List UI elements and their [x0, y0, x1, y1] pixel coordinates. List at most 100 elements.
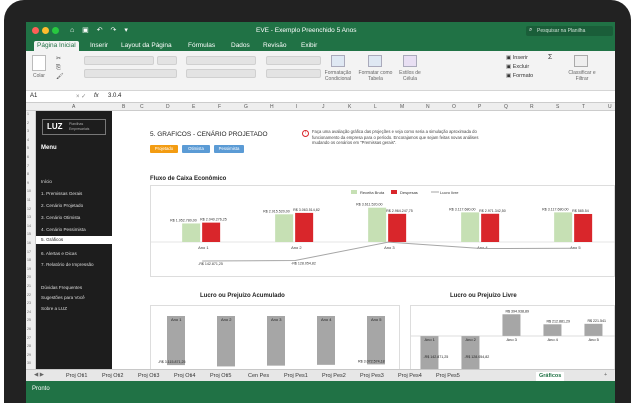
clipboard-icons[interactable]: ✂ ⎘ 🖌: [56, 56, 64, 80]
column-header[interactable]: M: [400, 104, 405, 110]
row-header[interactable]: 7: [27, 163, 29, 168]
row-header[interactable]: 17: [27, 249, 31, 254]
paste-icon[interactable]: [32, 55, 46, 71]
row-header[interactable]: 27: [27, 335, 31, 340]
nav-item-2[interactable]: 2. Cenário Projetado: [41, 203, 84, 208]
cell-reference[interactable]: A1: [30, 93, 38, 99]
column-header[interactable]: E: [192, 104, 196, 110]
column-header[interactable]: I: [296, 104, 298, 110]
row-header[interactable]: 25: [27, 318, 31, 323]
column-header[interactable]: T: [582, 104, 586, 110]
row-header[interactable]: 13: [27, 215, 31, 220]
column-header[interactable]: D: [166, 104, 170, 110]
row-header[interactable]: 16: [27, 241, 31, 245]
row-header[interactable]: 4: [27, 137, 29, 142]
sheet-tab[interactable]: Proj Pes3: [360, 373, 384, 379]
sheet-tab[interactable]: Proj Pes4: [398, 373, 422, 379]
row-header[interactable]: 23: [27, 301, 31, 306]
row-header[interactable]: 18: [27, 258, 31, 263]
tab-formulas[interactable]: Fórmulas: [188, 42, 216, 49]
quick-access-icons[interactable]: ⌂ ▣ ↶ ↷ ▾: [70, 27, 131, 34]
sort-filter-icon[interactable]: [574, 55, 588, 67]
scenario-otimista-button[interactable]: Otimista: [182, 145, 210, 153]
tab-inserir[interactable]: Inserir: [90, 42, 109, 49]
tab-exibir[interactable]: Exibir: [301, 42, 318, 49]
row-header[interactable]: 20: [27, 275, 31, 280]
column-header[interactable]: K: [348, 104, 352, 110]
column-header[interactable]: O: [452, 104, 456, 110]
insert-cells-button[interactable]: ▣ Inserir: [506, 55, 529, 61]
row-header[interactable]: 12: [27, 206, 31, 211]
conditional-format-icon[interactable]: [331, 55, 345, 67]
format-cells-button[interactable]: ▣ Formato: [506, 73, 534, 79]
column-header[interactable]: G: [244, 104, 248, 110]
nav-item-5[interactable]: 5. Gráficos: [36, 236, 112, 244]
column-header[interactable]: H: [270, 104, 274, 110]
row-header[interactable]: 5: [27, 146, 29, 151]
scenario-pessimista-button[interactable]: Pessimista: [214, 145, 244, 153]
nav-item-7[interactable]: 7. Relatório de Impressão: [41, 262, 94, 267]
row-header[interactable]: 29: [27, 352, 31, 357]
sheet-tab[interactable]: Proj Oti3: [138, 373, 160, 379]
nav-item-6[interactable]: 6. Alertas e Dicas: [41, 251, 77, 256]
tab-dados[interactable]: Dados: [231, 42, 250, 49]
table-format-icon[interactable]: [368, 55, 382, 67]
column-header[interactable]: A: [72, 104, 76, 110]
nav-item-4[interactable]: 4. Cenário Pessimista: [41, 227, 86, 232]
column-header[interactable]: J: [322, 104, 325, 110]
fx-icon[interactable]: fx: [94, 93, 99, 99]
font-name-select[interactable]: [84, 56, 154, 65]
number-format-buttons[interactable]: [266, 69, 321, 78]
nav-item-3[interactable]: 3. Cenário Otimista: [41, 215, 81, 220]
minimize-window-button[interactable]: [42, 27, 49, 34]
sheet-tab[interactable]: Gráficos: [536, 372, 565, 381]
column-header[interactable]: P: [478, 104, 482, 110]
nav-item-9[interactable]: Sugestões para Você: [41, 295, 85, 300]
row-header[interactable]: 3: [27, 129, 29, 134]
column-header[interactable]: B: [122, 104, 126, 110]
sheet-tab[interactable]: Proj Oti1: [66, 373, 88, 379]
sheet-tab[interactable]: Proj Pes2: [322, 373, 346, 379]
sheet-tab[interactable]: Proj Pes5: [436, 373, 460, 379]
sheet-tab[interactable]: Proj Oti5: [210, 373, 232, 379]
column-header[interactable]: C: [140, 104, 144, 110]
number-format-select[interactable]: [266, 56, 321, 65]
close-window-button[interactable]: [32, 27, 39, 34]
delete-cells-button[interactable]: ▣ Excluir: [506, 64, 530, 70]
row-header[interactable]: 6: [27, 155, 29, 159]
column-header[interactable]: N: [426, 104, 430, 110]
sheet-tab[interactable]: Cen Pes: [248, 373, 270, 379]
nav-item-0[interactable]: Início: [41, 179, 52, 184]
column-header[interactable]: S: [556, 104, 560, 110]
search-input[interactable]: Pesquisar na Planilha: [537, 28, 586, 34]
row-header[interactable]: 10: [27, 189, 31, 194]
nav-item-10[interactable]: Sobre a LUZ: [41, 306, 68, 311]
sheet-tab[interactable]: Proj Pes1: [284, 373, 308, 379]
sheet-tab[interactable]: Proj Oti4: [174, 373, 196, 379]
tab-pagina-inicial[interactable]: Página Inicial: [34, 41, 79, 51]
row-header[interactable]: 21: [27, 284, 31, 288]
column-header[interactable]: Q: [504, 104, 508, 110]
font-style-buttons[interactable]: [84, 69, 177, 78]
row-header[interactable]: 9: [27, 180, 29, 185]
autosum-icon[interactable]: Σ: [548, 54, 553, 61]
add-sheet-button[interactable]: +: [604, 372, 608, 378]
row-header[interactable]: 28: [27, 344, 31, 349]
indent-buttons[interactable]: [186, 69, 256, 78]
row-header[interactable]: 2: [27, 120, 29, 125]
font-size-select[interactable]: [157, 56, 177, 65]
nav-item-8[interactable]: Dúvidas Frequentes: [41, 285, 83, 290]
row-header[interactable]: 22: [27, 292, 31, 297]
tab-revisao[interactable]: Revisão: [263, 42, 287, 49]
row-header[interactable]: 30: [27, 361, 31, 366]
scenario-projetado-button[interactable]: Projetado: [150, 145, 178, 153]
formula-input[interactable]: 3.0.4: [108, 93, 122, 99]
column-header[interactable]: U: [608, 104, 612, 110]
row-header[interactable]: 14: [27, 223, 31, 228]
row-header[interactable]: 24: [27, 309, 31, 314]
nav-item-1[interactable]: 1. Premissas Gerais: [41, 191, 83, 196]
search-box[interactable]: ⌕ Pesquisar na Planilha: [526, 26, 613, 36]
column-header[interactable]: L: [374, 104, 377, 110]
column-header[interactable]: F: [218, 104, 222, 110]
tab-layout-da-pagina[interactable]: Layout da Página: [121, 42, 172, 49]
